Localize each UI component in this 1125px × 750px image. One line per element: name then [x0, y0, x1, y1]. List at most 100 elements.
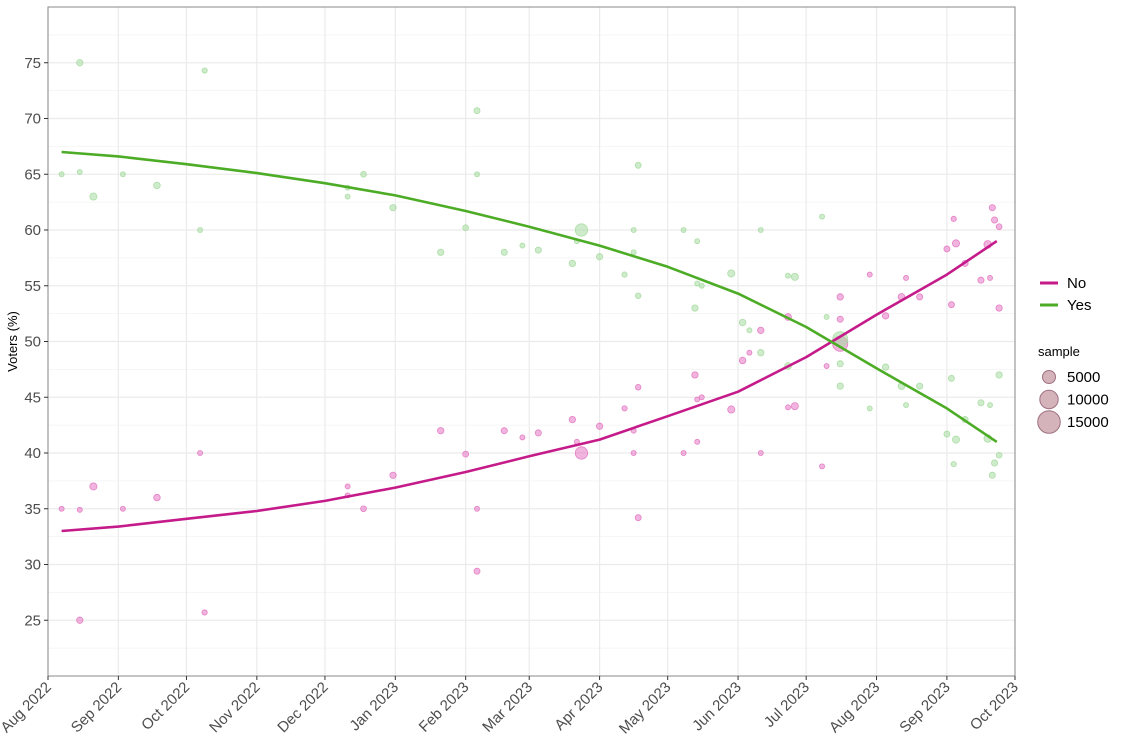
- data-point: [197, 227, 204, 233]
- data-point: [568, 259, 576, 268]
- y-tick-label: 55: [24, 278, 41, 295]
- data-point: [948, 301, 955, 309]
- data-point: [988, 204, 996, 212]
- data-point: [836, 315, 844, 323]
- data-point: [201, 609, 208, 616]
- data-point: [977, 276, 985, 284]
- data-point: [574, 223, 589, 237]
- data-point: [76, 169, 83, 175]
- data-point: [76, 506, 83, 513]
- data-point: [727, 405, 736, 414]
- trend-lines: [61, 150, 998, 533]
- grid: [47, 7, 1016, 676]
- data-point: [952, 239, 960, 248]
- data-point: [360, 505, 367, 513]
- data-point: [473, 107, 481, 115]
- x-tick-label: Mar 2023: [479, 679, 536, 736]
- data-point: [89, 192, 98, 201]
- x-tick-label: Sep 2022: [68, 679, 125, 736]
- x-tick-label: May 2023: [616, 679, 675, 738]
- data-point: [437, 427, 445, 435]
- legend-size-label: 5000: [1067, 369, 1100, 386]
- legend-size-title: sample: [1038, 344, 1080, 359]
- data-point: [691, 371, 699, 379]
- data-point: [694, 438, 701, 445]
- x-tick-label: Dec 2022: [274, 679, 331, 736]
- data-point: [568, 415, 576, 424]
- data-point: [595, 253, 604, 261]
- legend-label-yes: Yes: [1067, 297, 1091, 314]
- y-tick-label: 70: [24, 111, 41, 128]
- data-point: [119, 171, 126, 178]
- data-point: [916, 382, 924, 390]
- data-point: [790, 402, 799, 411]
- y-tick-label: 25: [24, 612, 41, 629]
- series-no-points: [58, 204, 1003, 624]
- data-point: [153, 493, 161, 502]
- data-point: [389, 471, 397, 479]
- data-point: [988, 471, 996, 479]
- data-point: [58, 171, 65, 178]
- data-point: [950, 461, 957, 468]
- x-tick-label: Jan 2023: [346, 679, 402, 735]
- data-point: [462, 450, 470, 458]
- data-point: [344, 483, 351, 490]
- data-point: [694, 396, 701, 403]
- data-point: [995, 451, 1003, 459]
- data-point: [995, 304, 1003, 312]
- data-point: [746, 349, 753, 356]
- legend-size-label: 15000: [1067, 414, 1109, 431]
- x-axis: Aug 2022 Sep 2022 Oct 2022 Nov 2022 Dec 2022…: [0, 676, 1022, 737]
- legend-size-swatch: [1037, 410, 1061, 434]
- data-point: [201, 67, 208, 74]
- x-tick-label: Jul 2023: [761, 679, 813, 731]
- data-point: [534, 246, 542, 254]
- x-tick-label: Jun 2023: [689, 679, 745, 735]
- data-point: [991, 459, 999, 467]
- data-point: [836, 360, 844, 368]
- data-point: [819, 213, 825, 220]
- y-tick-label: 60: [24, 222, 41, 239]
- series-yes-points: [58, 59, 1003, 479]
- data-point: [119, 505, 126, 512]
- data-point: [948, 374, 955, 382]
- data-point: [534, 429, 542, 437]
- legend-size-label: 10000: [1067, 392, 1109, 409]
- data-point: [950, 215, 957, 222]
- data-point: [916, 293, 924, 301]
- data-point: [344, 193, 351, 200]
- data-point: [691, 304, 699, 312]
- data-point: [943, 430, 951, 438]
- data-point: [197, 450, 204, 456]
- data-point: [500, 427, 508, 435]
- legend-label-no: No: [1067, 275, 1086, 292]
- data-point: [694, 238, 701, 245]
- data-point: [757, 349, 765, 357]
- data-point: [621, 405, 628, 412]
- data-point: [574, 446, 589, 460]
- data-point: [943, 245, 951, 253]
- x-tick-label: Aug 2023: [826, 679, 883, 736]
- data-point: [785, 272, 791, 279]
- data-point: [882, 312, 890, 320]
- y-tick-label: 65: [24, 166, 41, 183]
- data-point: [823, 314, 830, 320]
- data-point: [698, 394, 705, 401]
- data-point: [680, 227, 687, 233]
- data-point: [473, 567, 481, 575]
- data-point: [866, 405, 873, 412]
- data-point: [58, 505, 65, 512]
- data-point: [785, 404, 791, 411]
- data-point: [738, 318, 747, 327]
- x-tick-label: Oct 2023: [967, 679, 1022, 734]
- y-axis-title: Voters (%): [5, 311, 20, 372]
- data-point: [634, 161, 642, 169]
- data-point: [462, 224, 470, 232]
- data-point: [635, 292, 642, 299]
- data-point: [866, 271, 873, 278]
- y-tick-label: 30: [24, 557, 41, 574]
- data-point: [727, 269, 736, 278]
- data-point: [836, 293, 844, 301]
- x-tick-label: Nov 2022: [206, 679, 263, 736]
